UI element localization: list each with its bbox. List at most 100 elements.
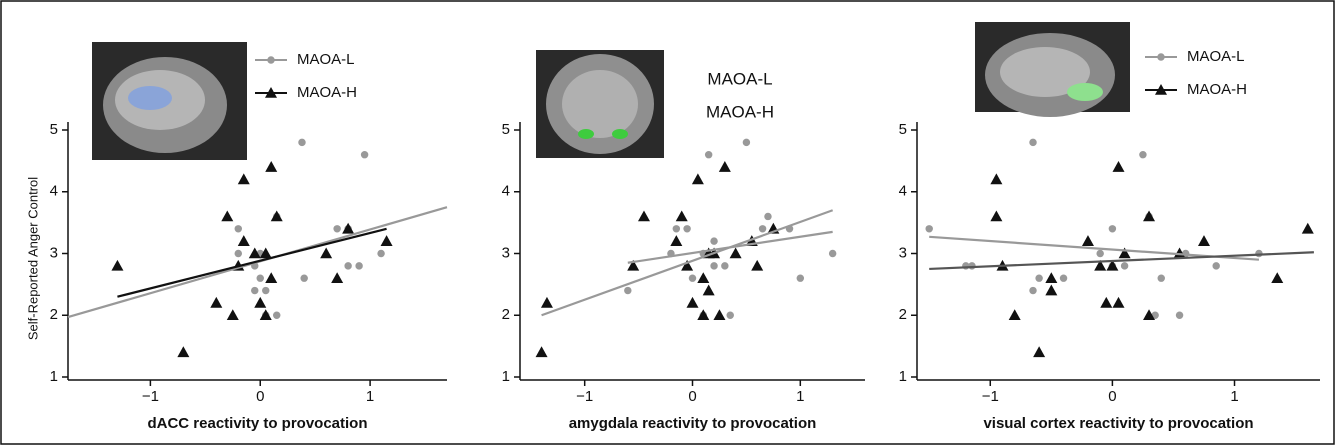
point <box>380 235 393 246</box>
point <box>1271 272 1284 283</box>
point <box>704 150 713 159</box>
point <box>248 247 261 259</box>
legend-label: MAOA-L <box>297 51 355 68</box>
x-tick-label: −1 <box>142 388 159 405</box>
point <box>990 173 1003 185</box>
legend-label: MAOA-H <box>297 84 357 101</box>
point <box>237 173 250 185</box>
point <box>259 309 272 321</box>
point <box>670 235 683 246</box>
point <box>234 225 242 233</box>
point <box>540 296 553 308</box>
point <box>1139 150 1147 159</box>
point <box>686 296 699 308</box>
y-axis-label: Self-Reported Anger Control <box>25 177 40 340</box>
point <box>1033 346 1046 358</box>
legend-marker <box>1155 84 1167 95</box>
point <box>1100 296 1113 308</box>
x-tick-label: 1 <box>366 388 374 405</box>
point <box>697 272 710 283</box>
point <box>925 225 933 233</box>
trend-line <box>541 209 834 317</box>
point <box>1059 274 1068 282</box>
point <box>1175 311 1184 319</box>
point <box>627 259 640 271</box>
point <box>1301 222 1314 234</box>
x-tick-label: −1 <box>982 388 999 405</box>
point <box>968 262 976 270</box>
point <box>1029 138 1037 147</box>
point <box>828 249 837 258</box>
point <box>256 274 264 282</box>
point <box>726 311 734 319</box>
point <box>702 284 715 296</box>
point <box>265 272 278 283</box>
x-axis-label: amygdala reactivity to provocation <box>569 415 817 432</box>
point <box>270 210 283 222</box>
point <box>254 296 267 308</box>
point <box>1108 225 1117 233</box>
brain-image-2 <box>536 50 664 158</box>
point <box>1096 249 1104 258</box>
y-tick-label: 2 <box>502 306 510 323</box>
point <box>1120 262 1129 270</box>
y-tick-label: 1 <box>899 368 907 385</box>
point <box>1045 272 1058 283</box>
point <box>624 286 632 295</box>
point <box>710 237 718 245</box>
point <box>535 346 548 358</box>
point <box>237 235 250 246</box>
point <box>1029 286 1037 295</box>
point <box>177 346 190 358</box>
brain-image-3 <box>975 22 1130 117</box>
x-tick-label: 1 <box>796 388 804 405</box>
point <box>1008 309 1021 321</box>
point <box>1112 161 1125 172</box>
y-tick-label: 4 <box>502 183 510 200</box>
y-tick-label: 1 <box>502 368 510 385</box>
trend-line <box>929 235 1260 261</box>
point <box>672 225 681 233</box>
y-tick-label: 5 <box>899 121 907 138</box>
point <box>273 311 281 319</box>
legend-label: MAOA-L <box>707 69 772 88</box>
point <box>718 161 731 172</box>
point <box>377 249 385 258</box>
point <box>697 309 710 321</box>
y-tick-label: 5 <box>502 121 510 138</box>
y-tick-label: 3 <box>50 244 58 261</box>
point <box>262 286 270 295</box>
point <box>681 259 694 271</box>
point <box>637 210 650 222</box>
point <box>688 274 697 282</box>
legend-marker <box>1157 53 1165 61</box>
point <box>796 274 805 282</box>
point <box>300 274 308 282</box>
point <box>342 222 355 234</box>
y-tick-label: 3 <box>502 244 510 261</box>
legend-marker <box>267 56 275 64</box>
y-tick-label: 4 <box>899 183 907 200</box>
x-tick-label: −1 <box>576 388 593 405</box>
point <box>1112 296 1125 308</box>
point <box>683 225 691 233</box>
point <box>320 247 333 259</box>
y-tick-label: 5 <box>50 121 58 138</box>
point <box>1173 247 1186 259</box>
point <box>251 286 259 295</box>
point <box>1157 274 1165 282</box>
point <box>758 225 767 233</box>
point <box>265 161 278 172</box>
point <box>713 309 726 321</box>
point <box>990 210 1003 222</box>
y-tick-label: 2 <box>899 306 907 323</box>
point <box>751 259 764 271</box>
point <box>675 210 688 222</box>
point <box>298 138 306 147</box>
point <box>721 262 729 270</box>
x-axis-label: visual cortex reactivity to provocation <box>983 415 1253 432</box>
point <box>1081 235 1094 246</box>
legend-label: MAOA-H <box>1187 81 1247 98</box>
point <box>742 138 751 147</box>
